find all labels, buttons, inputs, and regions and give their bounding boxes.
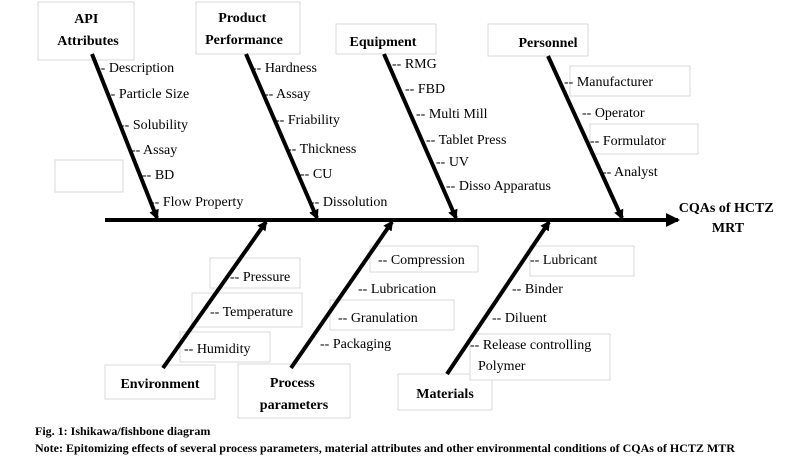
materials-bone — [445, 220, 551, 376]
effect-label-line2: MRT — [712, 221, 745, 236]
product-cause-6: -- Dissolution — [310, 195, 387, 210]
process-label-line2: parameters — [260, 398, 329, 413]
personnel-cause-1: -- Manufacturer — [564, 75, 653, 90]
api-label-line1: API — [74, 12, 98, 27]
environment-label: Environment — [120, 377, 199, 392]
environment-cause-3: -- Humidity — [184, 342, 251, 357]
equipment-bone — [382, 53, 458, 220]
personnel-cause-2: -- Operator — [582, 106, 645, 121]
personnel-label: Personnel — [518, 36, 577, 51]
process-cause-2: -- Lubrication — [358, 282, 436, 297]
api-cause-2: -- Particle Size — [106, 87, 189, 102]
api-bone — [90, 53, 159, 220]
process-cause-1: -- Compression — [378, 253, 465, 268]
equipment-cause-5: -- UV — [436, 155, 469, 170]
product-cause-3: -- Friability — [275, 113, 340, 128]
api-cause-1: -- Description — [96, 61, 174, 76]
figure-note: Note: Epitomizing effects of several pro… — [35, 441, 735, 455]
cause-labels: -- Description -- Particle Size -- Solubil… — [96, 57, 666, 374]
equipment-cause-6: -- Disso Apparatus — [446, 179, 551, 194]
process-bone — [289, 220, 394, 370]
process-cause-3: -- Granulation — [338, 311, 418, 326]
personnel-bone — [546, 55, 624, 220]
product-label-line2: Performance — [205, 33, 283, 48]
api-label: API Attributes — [57, 12, 119, 49]
personnel-cause-3: -- Formulator — [590, 134, 666, 149]
equipment-cause-4: -- Tablet Press — [426, 133, 506, 148]
api-cause-5: -- BD — [142, 168, 174, 183]
environment-cause-1: -- Pressure — [230, 270, 290, 285]
product-cause-5: -- CU — [300, 167, 332, 182]
materials-label: Materials — [416, 387, 474, 402]
product-label: Product Performance — [205, 11, 283, 48]
product-cause-1: -- Hardness — [252, 61, 317, 76]
api-cause-3: -- Solubility — [120, 118, 188, 133]
fishbone-diagram: API Attributes Product Performance Equip… — [37, 1, 777, 419]
materials-cause-1: -- Lubricant — [530, 253, 597, 268]
product-cause-4: -- Thickness — [287, 142, 356, 157]
materials-cause-4: -- Release controlling — [470, 338, 591, 353]
equipment-cause-3: -- Multi Mill — [416, 107, 488, 122]
product-cause-2: -- Assay — [264, 87, 310, 102]
api-label-line2: Attributes — [57, 34, 119, 49]
api-cause-4: -- Assay — [131, 143, 177, 158]
process-cause-4: -- Packaging — [320, 337, 391, 352]
environment-bone — [161, 220, 268, 370]
effect-label: CQAs of HCTZ MRT — [679, 201, 777, 236]
materials-cause-2: -- Binder — [512, 282, 563, 297]
materials-cause-5: Polymer — [478, 359, 526, 374]
figure-title: Fig. 1: Ishikawa/fishbone diagram — [35, 424, 211, 438]
materials-cause-3: -- Diluent — [492, 311, 547, 326]
api-cause-6: -- Flow Property — [150, 195, 243, 210]
equipment-cause-1: -- RMG — [392, 57, 437, 72]
personnel-cause-4: -- Analyst — [602, 165, 658, 180]
equipment-label: Equipment — [350, 35, 417, 50]
process-label-line1: Process — [270, 376, 315, 391]
product-label-line1: Product — [218, 11, 266, 26]
environment-cause-2: -- Temperature — [210, 305, 293, 320]
product-bone — [244, 53, 319, 220]
process-label: Process parameters — [260, 376, 329, 413]
effect-label-line1: CQAs of HCTZ — [679, 201, 774, 216]
equipment-cause-2: -- FBD — [405, 82, 445, 97]
